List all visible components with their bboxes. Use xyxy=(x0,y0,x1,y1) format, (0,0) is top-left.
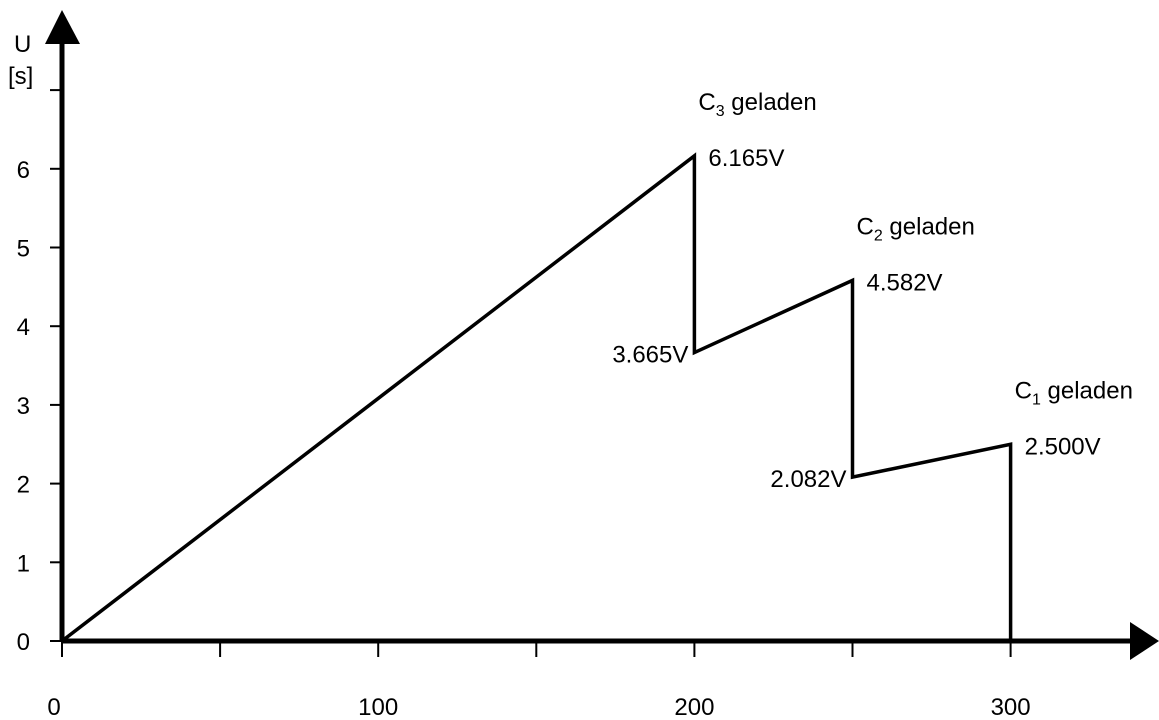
annotations: C3 geladen 6.165V 3.665V C2 geladen 4.582V 2.… xyxy=(612,89,1133,493)
annotation-label: 2.500V xyxy=(1025,433,1101,460)
y-tick-label: 5 xyxy=(17,236,30,263)
y-tick-label: 3 xyxy=(17,393,30,420)
x-tick-label: 100 xyxy=(358,694,398,720)
axes xyxy=(45,10,1159,660)
y-tick-label: 4 xyxy=(17,314,30,341)
annotation-label: 6.165V xyxy=(708,145,784,172)
annotation-label: C2 geladen xyxy=(857,213,975,244)
y-axis-arrow xyxy=(45,10,80,44)
ticks: 0 1 2 3 4 5 6 0 100 200 300 xyxy=(17,89,1031,720)
annotation-label: 2.082V xyxy=(770,466,846,493)
y-tick-label: 2 xyxy=(17,472,30,499)
x-axis-arrow xyxy=(1130,622,1159,660)
y-tick-label: 6 xyxy=(17,157,30,184)
x-tick-label: 200 xyxy=(674,694,714,720)
annotation-label: 3.665V xyxy=(612,342,688,369)
annotation-label: C3 geladen xyxy=(698,89,816,120)
y-tick-label: 1 xyxy=(17,550,30,577)
y-axis-unit: [s] xyxy=(8,63,33,90)
x-tick-label: 0 xyxy=(47,694,60,720)
series xyxy=(60,152,1013,643)
annotation-label: C1 geladen xyxy=(1015,377,1133,408)
annotation-label: 4.582V xyxy=(867,269,943,296)
y-tick-label: 0 xyxy=(17,629,30,656)
y-axis-label: U xyxy=(14,31,31,58)
x-tick-label: 300 xyxy=(991,694,1031,720)
